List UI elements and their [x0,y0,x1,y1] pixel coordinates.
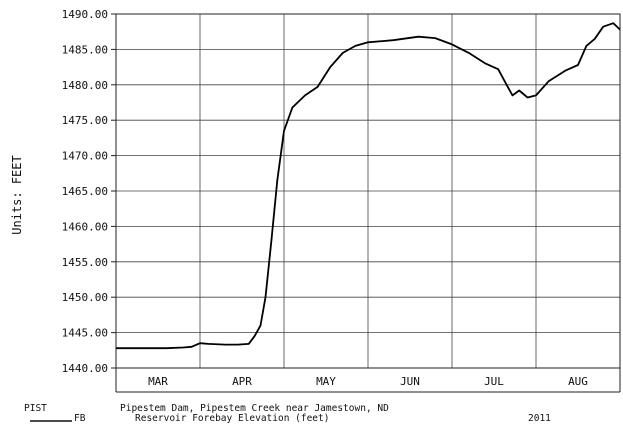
series-group [116,22,621,350]
y-tick-label: 1485.00 [62,43,108,56]
y-tick-label: 1465.00 [62,185,108,198]
grid [111,13,621,393]
x-tick-labels: MAR APR MAY JUN JUL AUG [148,375,588,388]
y-tick-label: 1455.00 [62,256,108,269]
legend-param-code: FB [74,413,86,424]
y-tick-label: 1480.00 [62,79,108,92]
legend-station-desc: Pipestem Dam, Pipestem Creek near Jamest… [120,403,389,414]
y-tick-label: 1440.00 [62,362,108,375]
x-tick-label: AUG [568,375,588,388]
series-line [116,22,621,350]
x-tick-label: APR [232,375,252,388]
legend-year: 2011 [528,413,551,424]
y-tick-labels: 1490.00 1485.00 1480.00 1475.00 1470.00 1465.… [62,8,108,375]
y-tick-label: 1475.00 [62,114,108,127]
y-tick-label: 1445.00 [62,327,108,340]
x-tick-label: JUN [400,375,420,388]
legend-param-desc: Reservoir Forebay Elevation (feet) [135,413,329,424]
y-tick-label: 1460.00 [62,220,108,233]
y-tick-label: 1490.00 [62,8,108,21]
legend-station-code: PIST [24,403,47,414]
x-tick-label: MAR [148,375,168,388]
y-axis-label: Units: FEET [10,155,24,234]
plot-frame [115,13,621,369]
x-tick-label: MAY [316,375,336,388]
y-tick-label: 1470.00 [62,150,108,163]
y-tick-label: 1450.00 [62,291,108,304]
legend: PIST Pipestem Dam, Pipestem Creek near J… [24,403,551,424]
x-tick-label: JUL [484,375,504,388]
